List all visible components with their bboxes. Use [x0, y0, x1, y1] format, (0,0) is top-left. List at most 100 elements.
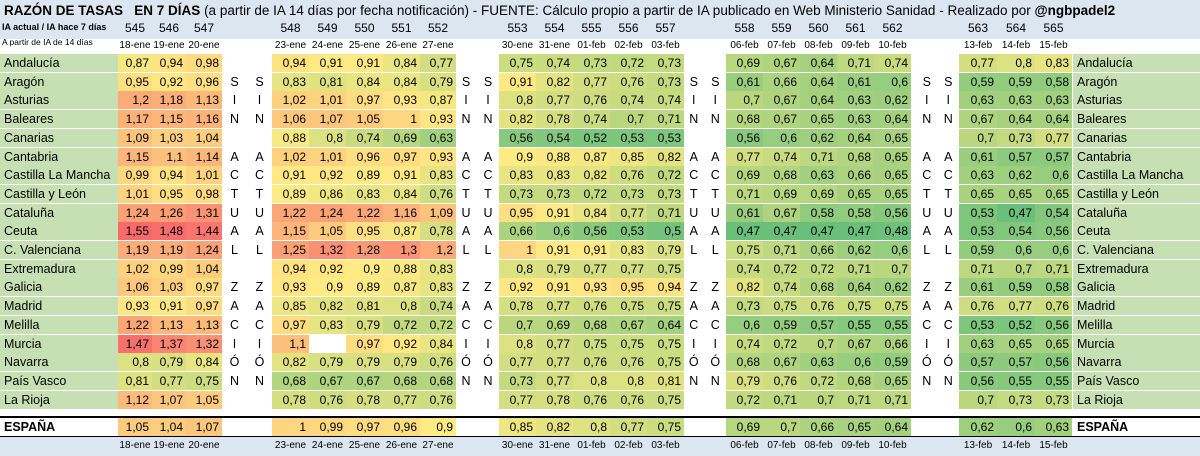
spain-value-cell: 0,65: [837, 418, 874, 436]
column-date: 30-ene: [501, 40, 534, 51]
separator-letter: I: [464, 336, 468, 351]
row-label-right: Castilla La Mancha: [1073, 166, 1200, 185]
value-cell: 1,06: [272, 110, 309, 129]
footer-column-date: 15-feb: [1039, 440, 1068, 451]
value-cell: 0,62: [874, 278, 911, 297]
value-cell: 1,15: [118, 147, 152, 166]
value-cell: 0,63: [837, 110, 874, 129]
value-cell: 0,63: [420, 128, 456, 147]
value-cell: 0,66: [499, 222, 536, 241]
column-number: 558: [734, 21, 755, 35]
value-cell: 0,77: [536, 334, 573, 353]
value-cell: 1,1: [152, 147, 186, 166]
separator-letter: I: [232, 336, 237, 351]
value-cell: 0,7: [499, 315, 536, 334]
value-cell: 0,77: [536, 371, 573, 390]
value-cell: 1,13: [186, 91, 222, 110]
row-label: Aragón: [0, 72, 118, 91]
separator-letter: U: [943, 205, 953, 220]
value-cell: 0,55: [997, 371, 1035, 390]
value-cell: 0,7: [997, 259, 1035, 278]
value-cell: 0,79: [346, 315, 383, 334]
separator-letter: A: [461, 224, 471, 239]
value-cell: 0,8: [573, 371, 610, 390]
value-cell: 0,76: [309, 390, 346, 409]
value-cell: 0,95: [610, 278, 647, 297]
value-cell: 0,72: [383, 315, 420, 334]
value-cell: 0,9: [346, 259, 383, 278]
value-cell: 0,69: [800, 184, 837, 203]
value-cell: 0,76: [610, 72, 647, 91]
value-cell: 0,78: [346, 390, 383, 409]
column-number: 550: [354, 21, 375, 35]
row-label-right: La Rioja: [1073, 390, 1200, 409]
separator-letter: C: [943, 168, 953, 183]
value-cell: 0,62: [837, 241, 874, 259]
value-cell: 0,59: [997, 278, 1035, 297]
value-cell: 0,73: [647, 184, 684, 203]
column-date: 19-ene: [153, 40, 185, 51]
value-cell: 1,3: [383, 241, 420, 259]
value-cell: 0,68: [726, 353, 763, 372]
separator-letter: A: [255, 149, 264, 164]
value-cell: 0,58: [1035, 72, 1072, 91]
footer-column-date: 30-ene: [501, 440, 534, 451]
value-cell: 0,83: [499, 166, 536, 185]
value-cell: 0,83: [420, 259, 456, 278]
value-cell: 0,77: [536, 297, 573, 316]
value-cell: 0,68: [272, 371, 309, 390]
separator-letter: C: [689, 317, 699, 332]
value-cell: 1,02: [272, 91, 309, 110]
value-cell: 0,83: [309, 315, 346, 334]
value-cell: 0,67: [959, 110, 997, 129]
separator-letter: S: [922, 74, 931, 89]
separator-letter: C: [689, 168, 699, 183]
value-cell: 0,82: [309, 297, 346, 316]
value-cell: 0,73: [997, 128, 1035, 147]
spain-label-right: ESPAÑA: [1073, 418, 1200, 436]
value-cell: 0,79: [726, 371, 763, 390]
value-cell: 0,56: [959, 371, 997, 390]
value-cell: 1,14: [186, 147, 222, 166]
value-cell: 0,95: [346, 222, 383, 241]
value-cell: 0,79: [152, 353, 186, 372]
separator-letter: A: [689, 299, 698, 314]
value-cell: 0,7: [800, 334, 837, 353]
title-author: @ngbpadel2: [1034, 3, 1116, 18]
value-cell: 0,48: [874, 222, 911, 241]
value-cell: 0,73: [647, 54, 684, 72]
row-label: Cataluña: [0, 203, 118, 222]
spain-value-cell: 0,75: [647, 418, 684, 436]
row-label: Madrid: [0, 297, 118, 316]
value-cell: 1,05: [186, 390, 222, 409]
separator-letter: T: [689, 186, 698, 201]
separator-letter: C: [483, 317, 493, 332]
value-cell: 0,66: [800, 241, 837, 259]
value-cell: 0,65: [874, 147, 911, 166]
separator-letter: T: [944, 186, 953, 201]
column-number: 548: [280, 21, 301, 35]
value-cell: 0,8: [499, 259, 536, 278]
spain-value-cell: 0,96: [383, 418, 420, 436]
value-cell: 0,72: [610, 54, 647, 72]
column-number: 563: [967, 21, 989, 35]
value-cell: 0,71: [763, 390, 800, 409]
value-cell: 0,82: [499, 110, 536, 129]
column-date: 14-feb: [1001, 40, 1031, 51]
column-date: 03-feb: [651, 40, 680, 51]
separator-letter: Ó: [229, 355, 240, 370]
value-cell: 0,7: [959, 128, 997, 147]
value-cell: 0,75: [647, 259, 684, 278]
value-cell: 0,87: [573, 147, 610, 166]
value-cell: 0,9: [309, 278, 346, 297]
column-number: 547: [193, 21, 215, 35]
separator-letter: Ó: [710, 355, 721, 370]
value-cell: 0,65: [997, 184, 1035, 203]
value-cell: 0,91: [272, 166, 309, 185]
value-cell: 0,79: [383, 353, 420, 372]
value-cell: 0,8: [383, 297, 420, 316]
value-cell: 1,05: [346, 110, 383, 129]
value-cell: 0,66: [874, 334, 911, 353]
separator-letter: I: [713, 336, 717, 351]
value-cell: 0,71: [959, 259, 997, 278]
